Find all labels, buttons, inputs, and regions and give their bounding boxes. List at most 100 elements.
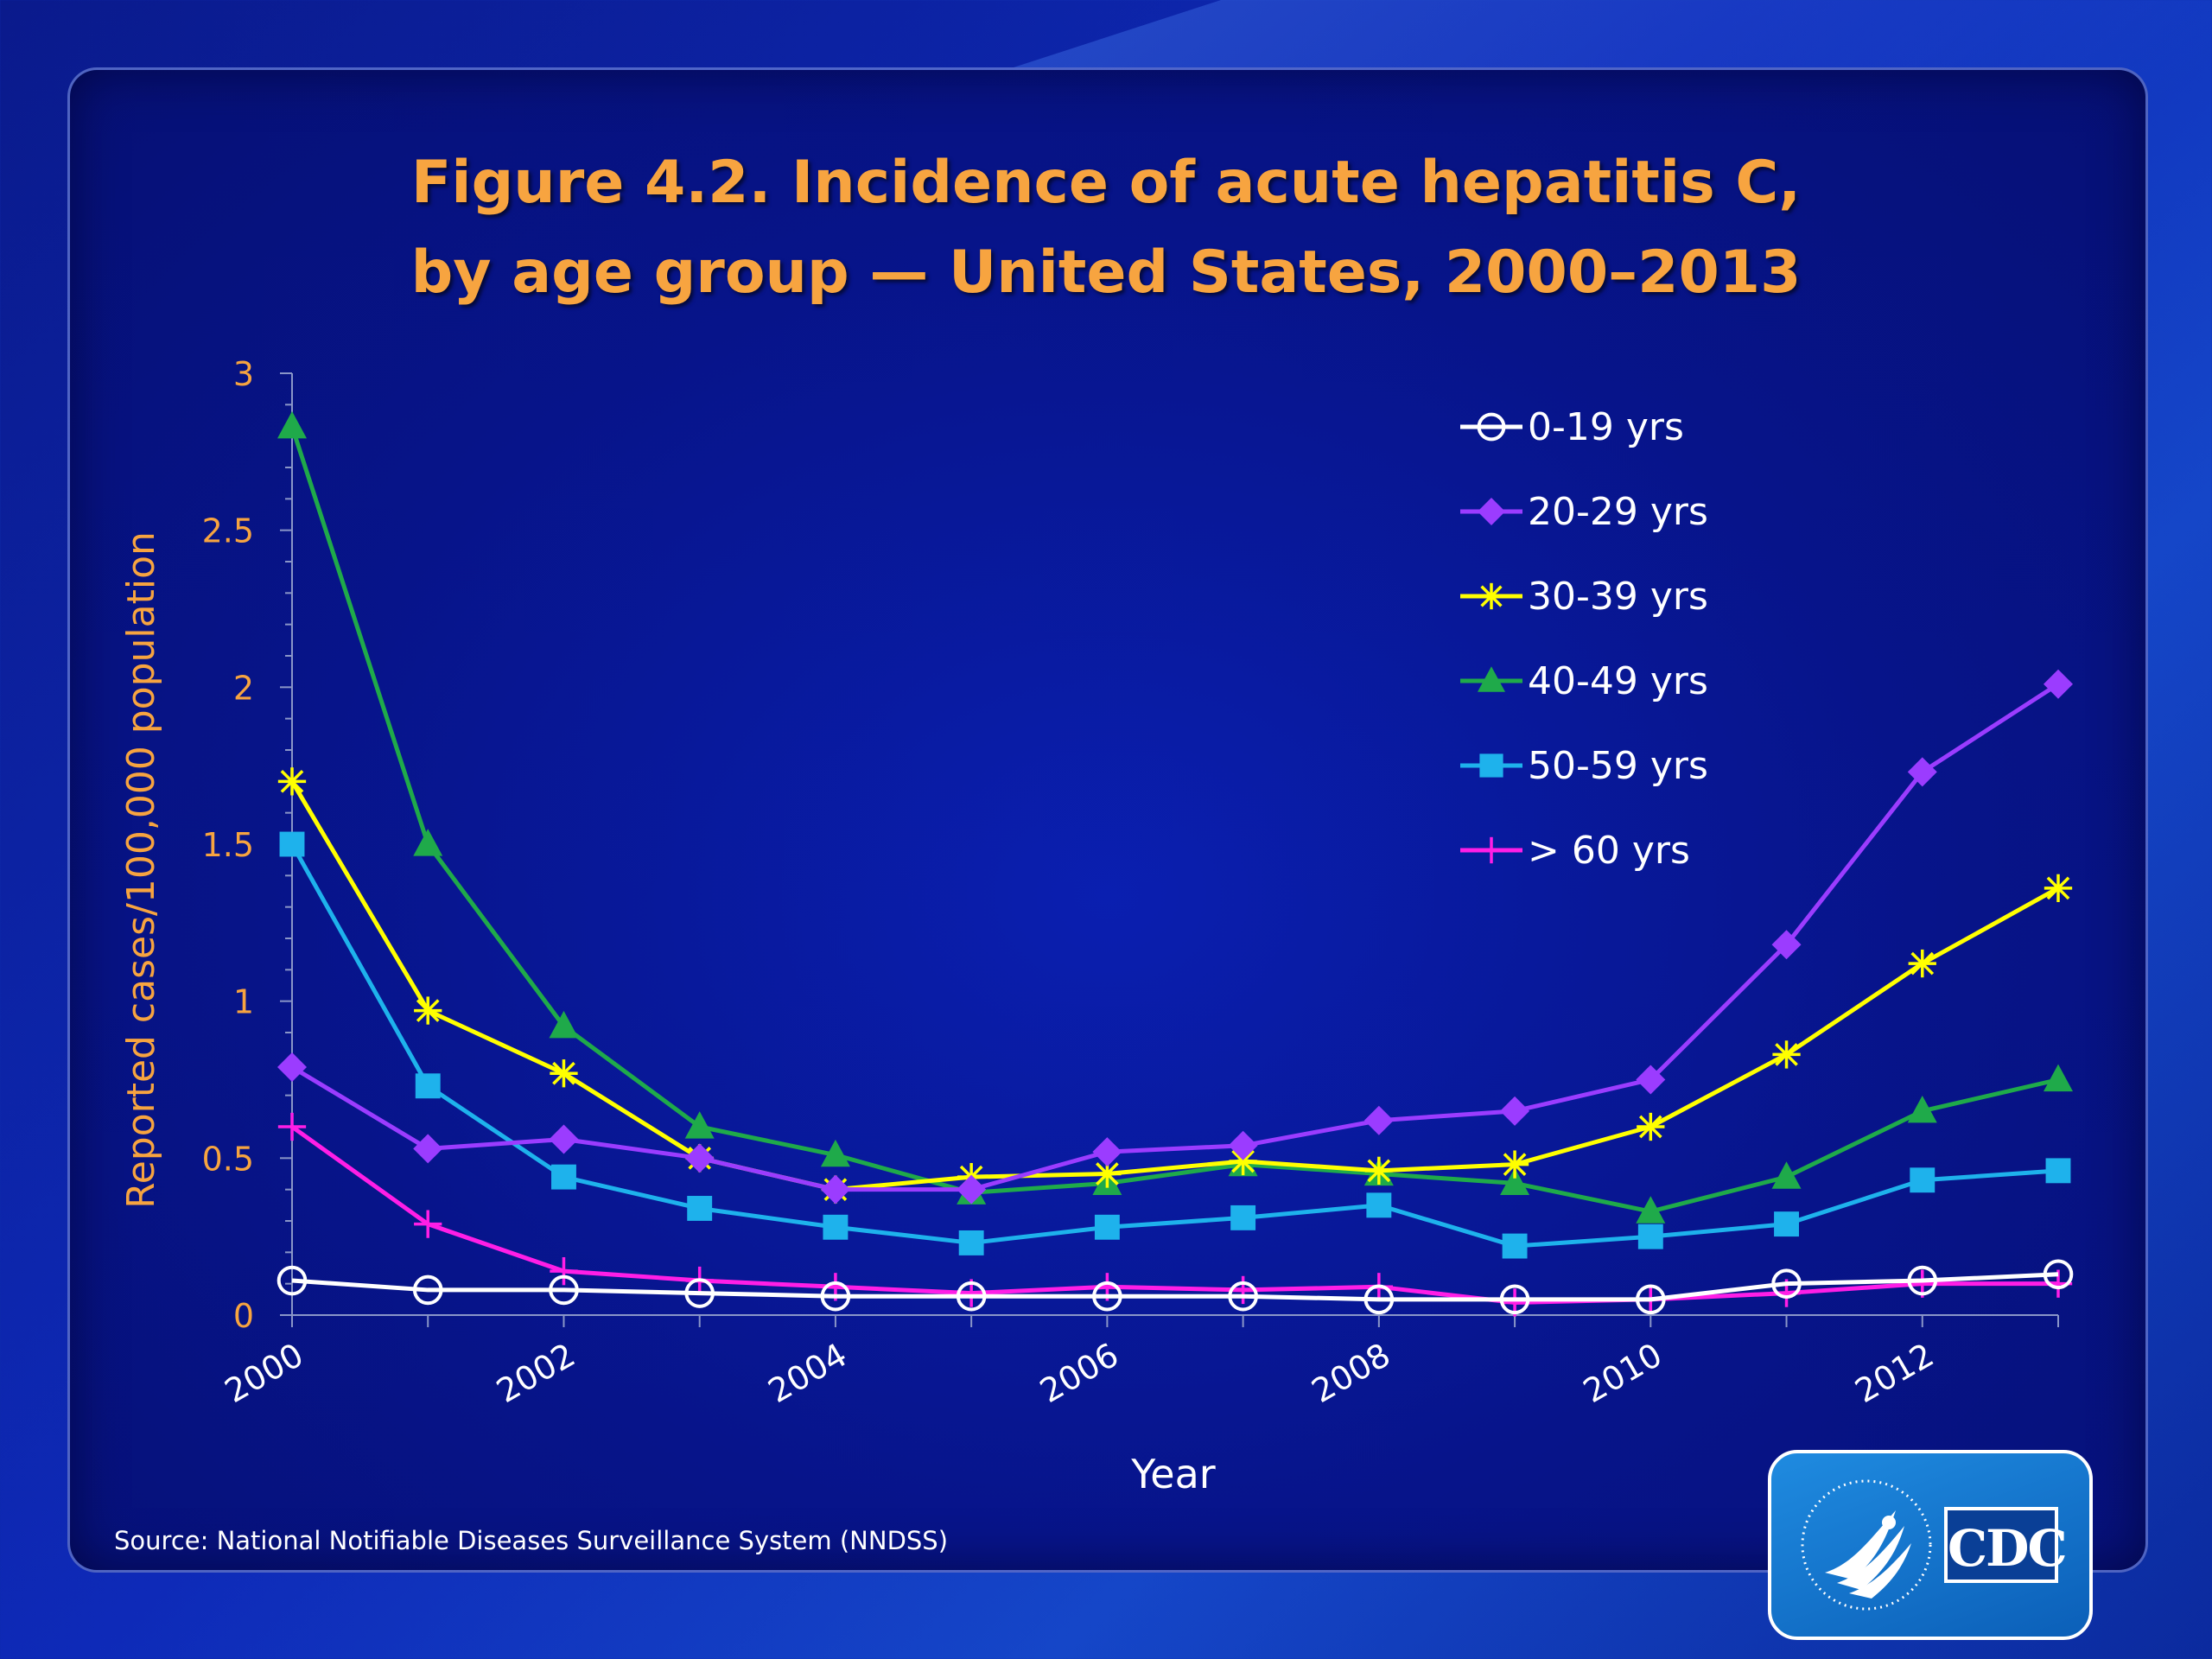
legend-marker (1479, 753, 1503, 778)
data-point (277, 1112, 307, 1141)
legend-label: 50-59 yrs (1528, 744, 1708, 788)
data-point (1228, 1281, 1258, 1312)
data-point (1907, 1265, 1938, 1296)
data-point (412, 1274, 443, 1306)
data-point (1910, 1167, 1936, 1193)
cdc-logo: CDC (1768, 1450, 2093, 1640)
figure-title: Figure 4.2. Incidence of acute hepatitis… (0, 138, 2212, 318)
series-20-29-yrs (277, 669, 2073, 1205)
data-point (550, 1256, 578, 1286)
data-point (1774, 1211, 1799, 1237)
data-point (549, 1010, 579, 1039)
legend-marker (1478, 582, 1505, 610)
x-tick-label: 2004 (762, 1336, 854, 1410)
legend-item: 40-49 yrs (1460, 659, 1708, 703)
data-point (957, 1174, 987, 1205)
data-point (551, 1164, 576, 1190)
y-tick-label: 1.5 (202, 826, 254, 864)
title-line-1: Figure 4.2. Incidence of acute hepatitis… (410, 149, 1802, 217)
data-point (1907, 1095, 1937, 1123)
data-point (1502, 1233, 1528, 1259)
series-line (289, 842, 2059, 1249)
data-point (2043, 1259, 2074, 1290)
data-point (2044, 1064, 2073, 1092)
data-point (1499, 1284, 1530, 1315)
data-point (1229, 1275, 1257, 1305)
y-tick-label: 1 (233, 983, 254, 1021)
x-tick-label: 2010 (1577, 1336, 1669, 1410)
legend-item: 30-39 yrs (1460, 575, 1708, 619)
data-point (1636, 1065, 1666, 1095)
series-line (289, 425, 2059, 1214)
series-40-49-yrs (277, 410, 2073, 1224)
legend-item: > 60 yrs (1460, 829, 1690, 873)
series-50-59-yrs (279, 831, 2071, 1259)
data-point (415, 1073, 441, 1099)
series-0-19-yrs (276, 1259, 2074, 1315)
data-point (1636, 1284, 1666, 1315)
data-point (1771, 930, 1802, 960)
data-point (414, 996, 442, 1025)
data-point (2045, 1158, 2071, 1184)
legend-label: 30-39 yrs (1528, 575, 1708, 619)
data-point (1772, 1040, 1801, 1069)
data-point (820, 1281, 851, 1312)
source-note: Source: National Notifiable Diseases Sur… (114, 1526, 949, 1555)
x-tick-label: 2000 (219, 1336, 310, 1410)
series-line (289, 780, 2060, 1192)
data-point (1500, 1167, 1530, 1195)
legend-label: > 60 yrs (1528, 829, 1690, 873)
legend-marker (1478, 836, 1505, 864)
y-tick-label: 2.5 (202, 512, 254, 550)
series-30-39-yrs (277, 767, 2073, 1204)
y-tick-label: 3 (233, 355, 254, 393)
data-point (1500, 1096, 1530, 1126)
data-point (277, 1052, 307, 1082)
cdc-wordmark: CDC (1944, 1507, 2068, 1583)
data-point (1907, 757, 1937, 787)
data-point (413, 829, 443, 856)
data-point (1500, 1150, 1529, 1179)
title-line-2: by age group — United States, 2000–2013 (410, 238, 1802, 307)
data-point (1092, 1137, 1122, 1167)
data-point (1229, 1147, 1257, 1176)
data-point (1637, 1112, 1665, 1141)
data-point (413, 1134, 443, 1164)
data-point (1771, 1161, 1802, 1189)
legend-label: 20-29 yrs (1528, 490, 1708, 534)
y-tick-label: 0 (233, 1297, 254, 1335)
y-tick-label: 2 (233, 669, 254, 707)
data-point (1637, 1224, 1663, 1249)
y-axis-title: Reported cases/100,000 population (119, 531, 163, 1209)
legend-marker (1478, 666, 1505, 692)
x-tick-label: 2002 (490, 1336, 582, 1410)
data-point (279, 831, 305, 857)
data-point (1230, 1205, 1256, 1230)
data-point (1366, 1192, 1392, 1218)
y-tick-label: 0.5 (202, 1140, 254, 1178)
data-point (1092, 1281, 1122, 1312)
data-point (1363, 1105, 1394, 1135)
data-point (820, 1174, 850, 1205)
x-tick-label: 2006 (1033, 1336, 1125, 1410)
legend-label: 40-49 yrs (1528, 659, 1708, 703)
data-point (414, 1210, 442, 1238)
data-point (958, 1230, 984, 1255)
data-point (277, 767, 307, 796)
data-point (823, 1214, 849, 1240)
legend-item: 0-19 yrs (1460, 405, 1684, 449)
data-point (1228, 1130, 1258, 1160)
legend-item: 50-59 yrs (1460, 744, 1708, 788)
data-point (1094, 1214, 1120, 1240)
legend-marker (1477, 412, 1506, 442)
data-point (684, 1111, 715, 1139)
data-point (820, 1139, 850, 1167)
data-point (1908, 949, 1936, 978)
x-tick-label: 2012 (1849, 1336, 1941, 1410)
data-point (1771, 1268, 1802, 1299)
series-line (291, 1272, 2059, 1302)
data-point (549, 1274, 579, 1306)
x-axis-title: Year (1130, 1451, 1215, 1497)
series-line (290, 682, 2060, 1192)
